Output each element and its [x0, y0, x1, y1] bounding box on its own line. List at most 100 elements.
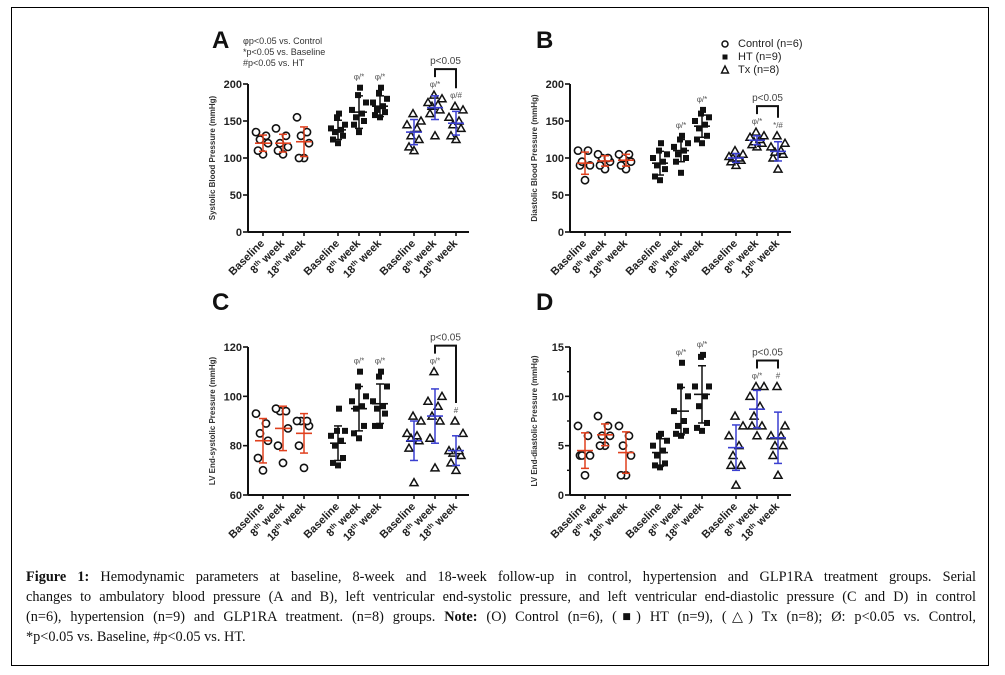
data-point — [335, 140, 341, 147]
data-point — [336, 405, 342, 412]
data-point — [678, 169, 684, 176]
data-point — [372, 112, 378, 119]
series-control — [271, 123, 293, 159]
series-ht — [349, 84, 369, 136]
y-axis-label: Diastolic Blood Pressure (mmHg) — [530, 94, 539, 221]
data-point — [692, 118, 698, 124]
data-point — [457, 427, 469, 438]
data-point — [349, 106, 355, 113]
significance-label: φ/* — [354, 357, 365, 366]
data-point — [779, 420, 791, 430]
data-point — [353, 114, 359, 121]
data-point — [671, 143, 677, 150]
data-point — [378, 84, 384, 91]
data-point — [413, 133, 425, 144]
series-ht — [328, 110, 348, 147]
series-control — [271, 404, 293, 468]
series-tx — [744, 126, 770, 151]
data-point — [450, 464, 462, 475]
data-point — [359, 110, 365, 117]
significance-label: φ/* — [430, 357, 441, 366]
series-control — [292, 112, 314, 163]
data-point — [699, 427, 705, 434]
data-point — [702, 393, 708, 400]
significance-legend-line: #p<0.05 vs. HT — [243, 58, 305, 68]
data-point — [332, 442, 338, 449]
data-point — [767, 152, 779, 162]
data-point — [403, 442, 415, 452]
panel-b: B 0 50 100 150 200 Diastolic Blood Pressure (m… — [530, 27, 803, 281]
caption-text-3: (n=6), hypertension (n=9) and GLP1RA tre… — [26, 609, 445, 625]
data-point — [658, 430, 664, 437]
significance-legend-line: φp<0.05 vs. Control — [243, 36, 322, 46]
series-control — [593, 411, 615, 451]
data-point — [664, 437, 670, 444]
data-point — [700, 351, 706, 358]
caption-text-1: Hemodynamic parameters at baseline, 8-we… — [89, 569, 976, 585]
data-point — [696, 403, 702, 410]
data-point — [384, 383, 390, 390]
data-point — [765, 141, 777, 151]
data-point — [673, 430, 679, 437]
data-point — [457, 104, 469, 114]
significance-label: # — [454, 406, 459, 415]
data-point — [434, 104, 446, 114]
y-tick-label: 0 — [558, 490, 564, 502]
data-point — [422, 96, 434, 107]
series-ht — [671, 359, 691, 439]
y-tick-label: 10 — [552, 391, 564, 403]
data-point — [376, 89, 382, 96]
series-ht — [650, 140, 670, 184]
data-point — [328, 432, 334, 439]
panel-letter: D — [536, 289, 553, 316]
significance-label: φ/* — [752, 371, 763, 380]
data-point — [328, 125, 334, 132]
data-point — [771, 130, 783, 140]
caption-line-3: (n=6), hypertension (n=9) and GLP1RA tre… — [26, 607, 976, 627]
series-tx — [401, 410, 427, 487]
series-control — [573, 421, 595, 480]
series-control — [573, 146, 595, 185]
y-tick-label: 200 — [224, 79, 242, 91]
data-point — [299, 463, 309, 473]
series-ht — [692, 351, 712, 434]
data-point — [677, 383, 683, 390]
series-ht — [650, 430, 670, 471]
legend-label: Control (n=6) — [738, 38, 803, 50]
significance-label: φ/* — [697, 340, 708, 349]
significance-label: φ/* — [676, 121, 687, 130]
y-tick-label: 50 — [230, 190, 242, 202]
series-control — [593, 149, 615, 174]
data-point — [271, 123, 281, 133]
legend-triangle-icon — [720, 64, 730, 74]
data-point — [340, 132, 346, 139]
data-point — [662, 166, 668, 173]
data-point — [683, 427, 689, 434]
data-point — [361, 422, 367, 429]
data-point — [694, 424, 700, 431]
series-tx — [765, 130, 791, 173]
data-point — [706, 383, 712, 390]
data-point — [330, 136, 336, 143]
data-point — [434, 415, 446, 425]
series-tx — [765, 380, 791, 480]
significance-bracket — [756, 359, 779, 369]
data-point — [411, 430, 423, 440]
series-ht — [370, 84, 390, 121]
data-point — [336, 110, 342, 117]
data-point — [376, 373, 382, 380]
data-point — [408, 477, 420, 487]
data-point — [777, 440, 789, 450]
legend-circle-icon — [721, 40, 729, 48]
series-control — [251, 409, 273, 475]
data-point — [292, 416, 302, 426]
data-point — [445, 457, 457, 467]
data-point — [356, 435, 362, 442]
data-point — [357, 84, 363, 91]
data-point — [415, 115, 427, 125]
significance-label: φ/* — [697, 95, 708, 104]
legend-label: HT (n=9) — [738, 51, 782, 63]
data-point — [370, 398, 376, 405]
data-point — [650, 155, 656, 161]
